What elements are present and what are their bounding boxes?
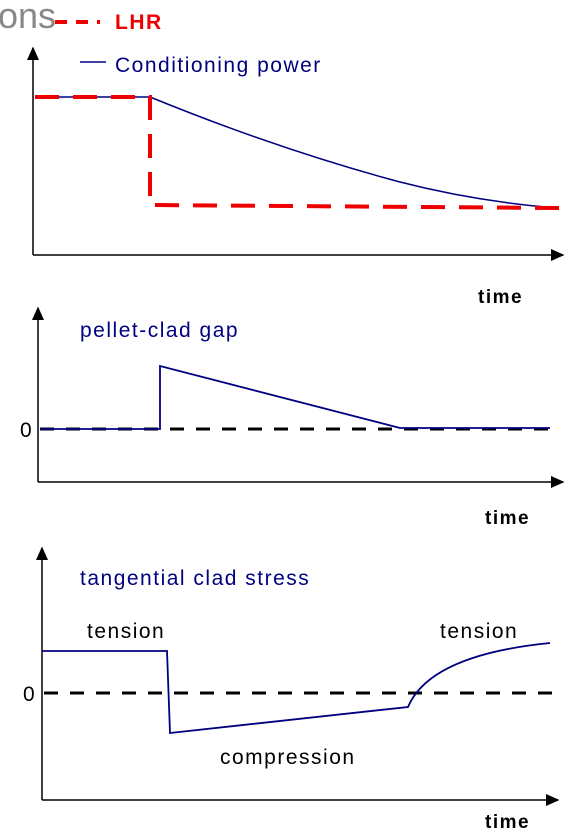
panel-title: tangential clad stress xyxy=(80,567,310,590)
x-label: time xyxy=(485,508,530,529)
gap-curve xyxy=(40,364,550,430)
power-curve xyxy=(35,96,546,208)
zero-label: 0 xyxy=(20,419,33,442)
zero-label: 0 xyxy=(23,683,36,706)
stress-curve xyxy=(42,642,551,734)
panel-title: pellet-clad gap xyxy=(80,319,239,342)
legend-label: Conditioning power xyxy=(115,54,322,77)
page-title: ons xyxy=(0,0,56,36)
legend-label: LHR xyxy=(115,11,163,34)
annotation: tension xyxy=(87,620,165,643)
annotation: compression xyxy=(220,746,356,769)
x-label: time xyxy=(478,287,523,308)
annotation: tension xyxy=(440,620,518,643)
lhr-curve xyxy=(35,95,561,210)
x-label: time xyxy=(485,812,530,832)
